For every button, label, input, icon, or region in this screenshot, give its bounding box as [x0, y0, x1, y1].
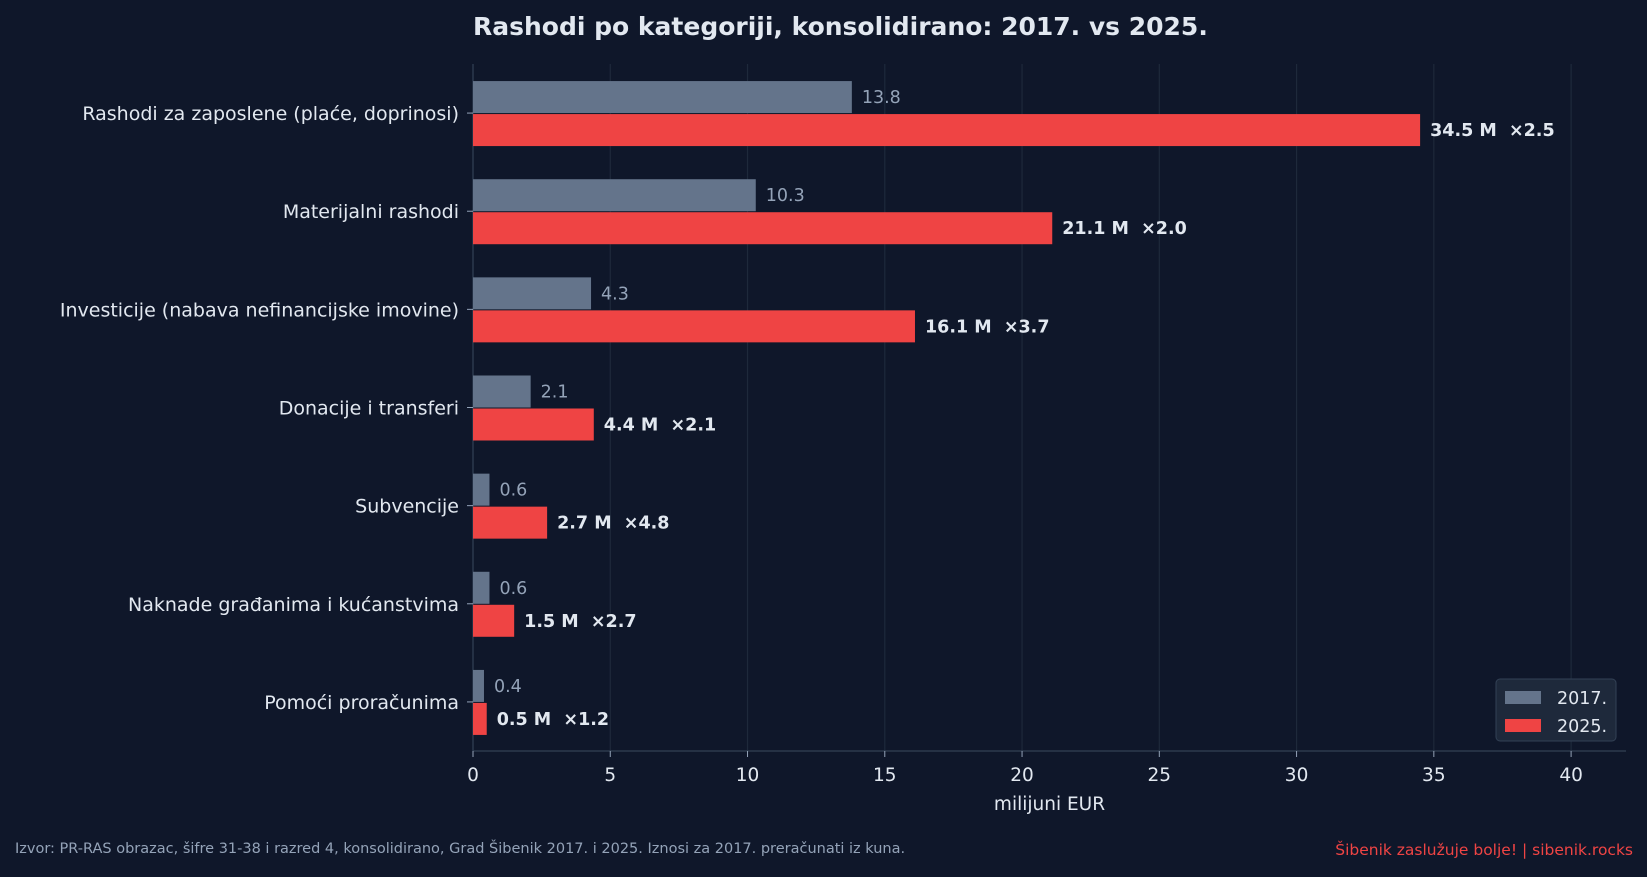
- x-tick-label: 35: [1422, 765, 1446, 786]
- bar-2025: [473, 702, 487, 735]
- data-label-2025: 2.7 M ×4.8: [557, 514, 669, 534]
- bar-2025: [473, 310, 915, 343]
- data-label-2025: 4.4 M ×2.1: [604, 416, 716, 436]
- data-label-2025: 0.5 M ×1.2: [497, 710, 609, 730]
- bar-2017: [473, 669, 484, 702]
- bar-2025: [473, 604, 515, 637]
- category-label: Subvencije: [355, 496, 459, 518]
- category-label: Donacije i transferi: [279, 398, 459, 420]
- data-label-2017: 10.3: [766, 186, 805, 206]
- x-tick-label: 30: [1285, 765, 1309, 786]
- x-tick-label: 10: [736, 765, 760, 786]
- bar-2017: [473, 179, 756, 212]
- x-tick-label: 40: [1559, 765, 1583, 786]
- bar-2025: [473, 408, 594, 441]
- data-label-2025: 1.5 M ×2.7: [524, 612, 636, 632]
- bar-2017: [473, 473, 490, 506]
- bar-2025: [473, 114, 1421, 147]
- x-tick-label: 5: [604, 765, 616, 786]
- category-label: Rashodi za zaposlene (plaće, doprinosi): [82, 103, 459, 125]
- bar-2017: [473, 571, 490, 604]
- data-label-2017: 13.8: [862, 88, 901, 108]
- x-tick-label: 25: [1148, 765, 1172, 786]
- data-label-2017: 2.1: [541, 383, 569, 403]
- bar-2025: [473, 212, 1053, 245]
- data-label-2017: 0.4: [494, 677, 522, 697]
- bar-2017: [473, 277, 592, 310]
- data-label-2017: 4.3: [601, 284, 629, 304]
- category-label: Materijalni rashodi: [283, 201, 459, 223]
- bar-2017: [473, 375, 531, 408]
- x-axis-label: milijuni EUR: [994, 794, 1105, 815]
- x-tick-label: 15: [873, 765, 897, 786]
- data-label-2025: 34.5 M ×2.5: [1430, 121, 1555, 141]
- category-label: Pomoći proračunima: [264, 692, 459, 714]
- bar-2017: [473, 81, 852, 114]
- data-label-2025: 21.1 M ×2.0: [1062, 219, 1187, 239]
- data-label-2025: 16.1 M ×3.7: [925, 317, 1050, 337]
- x-tick-label: 0: [467, 765, 479, 786]
- source-note: Izvor: PR-RAS obrazac, šifre 31-38 i raz…: [15, 841, 906, 857]
- legend-swatch: [1505, 691, 1541, 704]
- legend-label: 2025.: [1557, 717, 1607, 737]
- x-tick-label: 20: [1010, 765, 1034, 786]
- category-label: Naknade građanima i kućanstvima: [128, 594, 459, 616]
- data-label-2017: 0.6: [499, 481, 527, 501]
- bar-2025: [473, 506, 548, 539]
- chart-title: Rashodi po kategoriji, konsolidirano: 20…: [473, 12, 1208, 41]
- brand-link[interactable]: Šibenik zaslužuje bolje! | sibenik.rocks: [1335, 841, 1633, 859]
- category-label: Investicije (nabava nefinancijske imovin…: [60, 299, 459, 321]
- legend-label: 2017.: [1557, 689, 1607, 709]
- legend-swatch: [1505, 719, 1541, 732]
- data-label-2017: 0.6: [499, 579, 527, 599]
